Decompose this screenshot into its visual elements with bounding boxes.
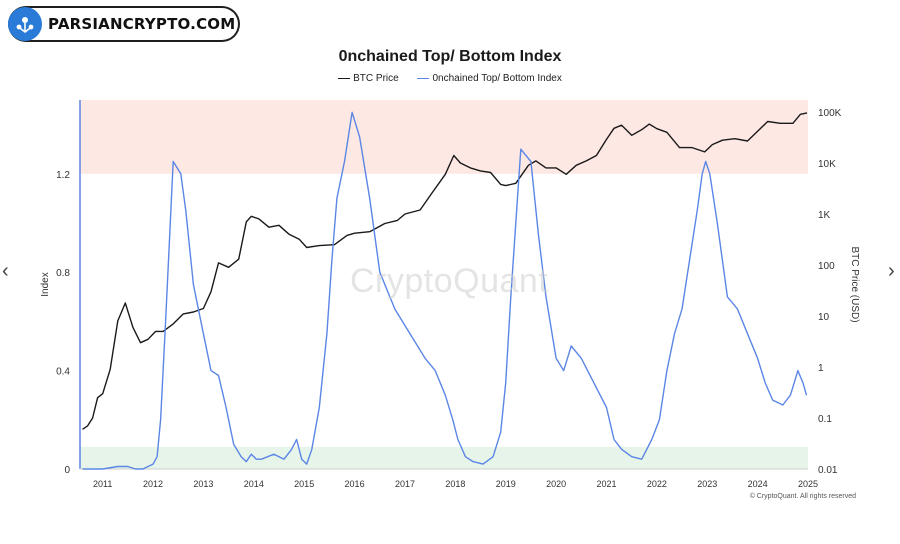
- legend-label-index: 0nchained Top/ Bottom Index: [432, 73, 562, 84]
- logo-mark-icon: [8, 7, 42, 41]
- right-axis-label: BTC Price (USD): [849, 246, 860, 322]
- zone-bottom: [80, 446, 808, 469]
- x-tick-label: 2020: [546, 479, 566, 489]
- x-tick-label: 2015: [294, 479, 314, 489]
- x-tick-label: 2013: [193, 479, 213, 489]
- x-tick-label: 2018: [445, 479, 465, 489]
- right-tick-label: 10K: [818, 159, 836, 170]
- legend-item-btc[interactable]: BTC Price: [338, 73, 401, 84]
- left-tick-label: 0.4: [56, 367, 70, 378]
- x-tick-label: 2023: [697, 479, 717, 489]
- right-tick-label: 10: [818, 312, 830, 323]
- x-tick-label: 2017: [395, 479, 415, 489]
- chart-title: 0nchained Top/ Bottom Index: [338, 48, 562, 65]
- zone-top: [80, 100, 808, 174]
- right-tick-label: 1: [818, 363, 824, 374]
- right-tick-label: 1K: [818, 210, 831, 221]
- legend-swatch-btc: [338, 77, 351, 79]
- series-line-index: [82, 111, 808, 470]
- watermark: CryptoQuant: [350, 262, 549, 300]
- x-tick-label: 2016: [345, 479, 365, 489]
- x-tick-label: 2021: [596, 479, 616, 489]
- chart-legend: BTC Price 0nchained Top/ Bottom Index: [0, 73, 900, 84]
- left-axis-label: Index: [40, 272, 51, 296]
- right-tick-label: 100: [818, 261, 835, 272]
- series-line-btc-price: [82, 112, 808, 430]
- x-tick-label: 2022: [647, 479, 667, 489]
- x-tick-label: 2024: [748, 479, 768, 489]
- legend-item-index[interactable]: 0nchained Top/ Bottom Index: [417, 73, 562, 84]
- next-arrow-icon[interactable]: ›: [888, 260, 895, 282]
- x-tick-label: 2014: [244, 479, 264, 489]
- right-tick-label: 0.01: [818, 465, 838, 476]
- right-tick-label: 0.1: [818, 414, 832, 425]
- x-tick-label: 2012: [143, 479, 163, 489]
- left-tick-label: 0.8: [56, 268, 70, 279]
- x-tick-label: 2011: [93, 479, 112, 489]
- brand-name: PARSIANCRYPTO.COM: [48, 15, 236, 33]
- left-tick-label: 0: [64, 465, 70, 476]
- legend-swatch-index: [417, 77, 430, 79]
- x-tick-label: 2025: [798, 479, 818, 489]
- brand-logo[interactable]: PARSIANCRYPTO.COM: [8, 7, 238, 41]
- x-tick-label: 2019: [496, 479, 516, 489]
- left-tick-label: 1.2: [56, 170, 70, 181]
- right-tick-label: 100K: [818, 108, 842, 119]
- copyright-text: © CryptoQuant. All rights reserved: [749, 493, 856, 500]
- prev-arrow-icon[interactable]: ‹: [2, 260, 9, 282]
- legend-label-btc: BTC Price: [353, 73, 399, 84]
